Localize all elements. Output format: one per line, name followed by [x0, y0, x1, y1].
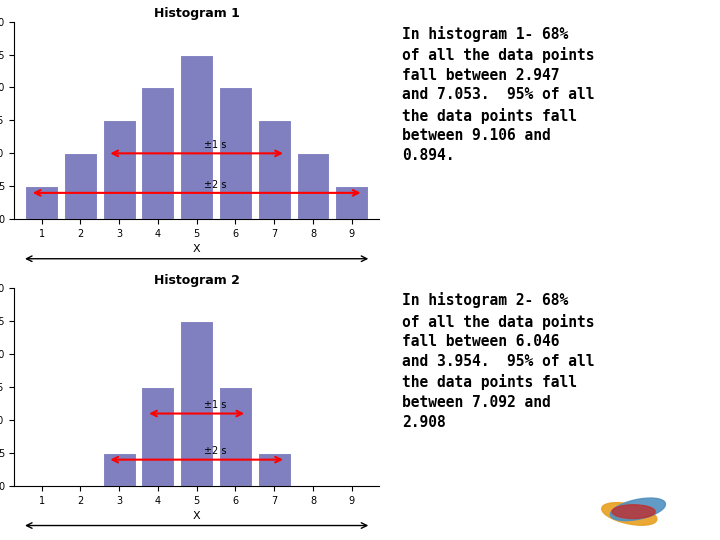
Bar [258, 453, 291, 486]
Bar [141, 87, 174, 219]
Text: 10: 10 [670, 511, 691, 526]
Bar [141, 387, 174, 486]
Bar [103, 120, 135, 219]
Bar [64, 153, 96, 219]
Text: ±1 s: ±1 s [204, 400, 227, 410]
Bar [336, 186, 368, 219]
Ellipse shape [612, 505, 655, 518]
Text: ±1 s: ±1 s [204, 140, 227, 150]
X-axis label: X: X [193, 511, 200, 521]
Bar [180, 321, 213, 486]
Bar [258, 120, 291, 219]
Title: Histogram 2: Histogram 2 [153, 274, 240, 287]
Bar [103, 453, 135, 486]
Text: ±2 s: ±2 s [204, 447, 227, 456]
Title: Histogram 1: Histogram 1 [153, 8, 240, 21]
Bar [219, 87, 252, 219]
X-axis label: X: X [193, 245, 200, 254]
Bar [25, 186, 58, 219]
Bar [219, 387, 252, 486]
Ellipse shape [611, 498, 665, 521]
Ellipse shape [602, 503, 657, 525]
Bar [297, 153, 330, 219]
Text: ±2 s: ±2 s [204, 180, 227, 190]
Text: In histogram 1- 68%
of all the data points
fall between 2.947
and 7.053.  95% of: In histogram 1- 68% of all the data poin… [402, 25, 595, 163]
Bar [180, 55, 213, 219]
Text: In histogram 2- 68%
of all the data points
fall between 6.046
and 3.954.  95% of: In histogram 2- 68% of all the data poin… [402, 292, 595, 430]
